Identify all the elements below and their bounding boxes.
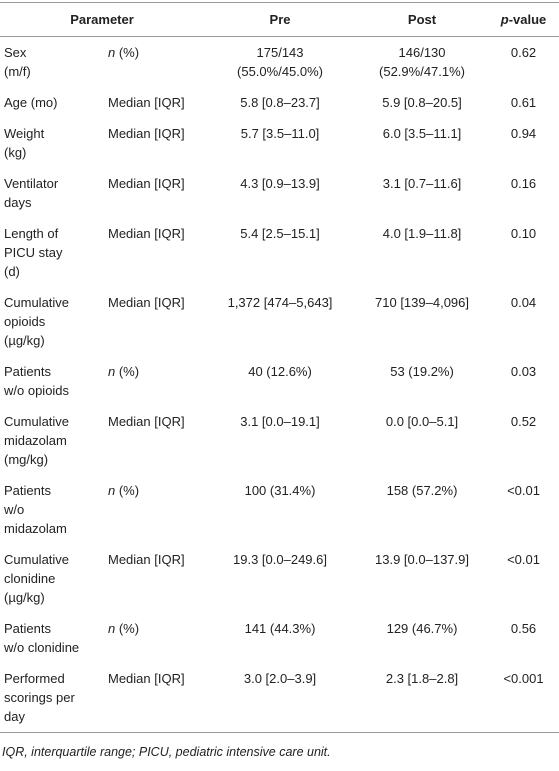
header-cell: Parameter — [0, 2, 205, 37]
table-cell: 0.0 [0.0–5.1] — [385, 414, 459, 429]
table-cell: 6.0 [3.5–11.1] — [382, 126, 462, 141]
table-cell: 0.52 — [510, 414, 537, 429]
table-cell: 100 (31.4%) — [244, 483, 316, 498]
table-cell: Median [IQR] — [108, 176, 185, 191]
table-cell: Median [IQR] — [108, 226, 185, 241]
table-cell: Median [IQR] — [108, 126, 185, 141]
table-cell: 175/143 (55.0%/45.0%) — [237, 45, 324, 79]
table-cell: 0.94 — [510, 126, 537, 141]
table-cell: 5.7 [3.5–11.0] — [240, 126, 320, 141]
header-cell: p-value — [488, 2, 559, 37]
table-cell: Patients w/o midazolam — [4, 483, 67, 536]
table-cell: <0.001 — [488, 663, 559, 733]
table-row: Weight (kg) Median [IQR] 5.7 [3.5–11.0] 6.0… — [0, 118, 559, 168]
table-cell: 5.9 [0.8–20.5] — [382, 95, 462, 110]
table-cell: 5.8 [0.8–23.7] — [240, 95, 320, 110]
footnote: IQR, interquartile range; PICU, pediatri… — [2, 745, 331, 759]
table-cell: 0.10 — [510, 226, 537, 241]
table-row: Performed scorings per day Median [IQR] 3.… — [0, 663, 559, 733]
table-cell: Length of PICU stay (d) — [4, 226, 63, 279]
table-cell: Ventilator days — [4, 176, 59, 210]
table-cell: n (%) — [108, 364, 140, 379]
table-cell: 4.3 [0.9–13.9] — [240, 176, 320, 191]
table-cell: Cumulative midazolam (mg/kg) — [4, 414, 70, 467]
table-cell: Weight (kg) — [4, 126, 45, 160]
table-row: Cumulative midazolam (mg/kg) Median [IQR]… — [0, 406, 559, 475]
table-cell: 129 (46.7%) — [386, 621, 458, 636]
table-cell: Performed scorings per day — [0, 663, 104, 733]
table-row: Ventilator days Median [IQR] 4.3 [0.9–13.9… — [0, 168, 559, 218]
table-cell: 13.9 [0.0–137.9] — [375, 552, 469, 567]
table-row: Cumulative opioids (µg/kg) Median [IQR] 1,… — [0, 287, 559, 356]
table-cell: 5.4 [2.5–15.1] — [240, 226, 320, 241]
table-cell: 0.61 — [510, 95, 537, 110]
table-row: Sex (m/f) n (%) 175/143 (55.0%/45.0%) 146/1… — [0, 37, 559, 88]
table-cell: 3.0 [2.0–3.9] — [204, 663, 357, 733]
table-row: Patients w/o clonidine n (%) 141 (44.3%) 12… — [0, 613, 559, 663]
table-cell: Cumulative opioids (µg/kg) — [4, 295, 70, 348]
table-cell: 0.56 — [510, 621, 537, 636]
table-cell: 4.0 [1.9–11.8] — [382, 226, 462, 241]
table-row: Cumulative clonidine (µg/kg) Median [IQR]… — [0, 544, 559, 613]
table-cell: Median [IQR] — [108, 95, 185, 110]
table-cell: 53 (19.2%) — [390, 364, 454, 379]
data-table: Parameter Pre Post p-value Sex (m/f) n (%… — [0, 2, 559, 733]
table-cell: Sex (m/f) — [4, 45, 31, 79]
table-row: Length of PICU stay (d) Median [IQR] 5.4 [… — [0, 218, 559, 287]
table-cell: 158 (57.2%) — [386, 483, 458, 498]
table-row: Patients w/o opioids n (%) 40 (12.6%) 53 (1… — [0, 356, 559, 406]
table-cell: 146/130 (52.9%/47.1%) — [379, 45, 466, 79]
table-cell: Median [IQR] — [108, 414, 185, 429]
table-cell: 3.1 [0.7–11.6] — [382, 176, 462, 191]
table-cell: 3.1 [0.0–19.1] — [240, 414, 320, 429]
table-cell: 2.3 [1.8–2.8] — [356, 663, 489, 733]
table-cell: n (%) — [108, 621, 140, 636]
table-cell: 0.03 — [510, 364, 537, 379]
table-body: Sex (m/f) n (%) 175/143 (55.0%/45.0%) 146/1… — [0, 37, 559, 733]
table-cell: <0.01 — [507, 552, 540, 567]
table-cell: 19.3 [0.0–249.6] — [233, 552, 327, 567]
table-cell: 141 (44.3%) — [244, 621, 316, 636]
table-cell: Patients w/o clonidine — [4, 621, 80, 655]
table-cell: n (%) — [108, 483, 140, 498]
table-cell: Median [IQR] — [108, 295, 185, 310]
header-cell: Pre — [204, 2, 357, 37]
table-row: Age (mo) Median [IQR] 5.8 [0.8–23.7] 5.9 [0… — [0, 87, 559, 118]
table-cell: 40 (12.6%) — [248, 364, 312, 379]
table-cell: 1,372 [474–5,643] — [227, 295, 333, 310]
table-cell: Median [IQR] — [104, 663, 205, 733]
table-cell: Median [IQR] — [108, 552, 185, 567]
table-cell: 0.04 — [510, 295, 537, 310]
table-cell: Patients w/o opioids — [4, 364, 70, 398]
table-cell: 0.62 — [510, 45, 537, 60]
table-cell: 0.16 — [510, 176, 537, 191]
header-cell: Post — [356, 2, 489, 37]
header-row: Parameter Pre Post p-value — [0, 2, 559, 37]
table-cell: n (%) — [108, 45, 140, 60]
table-cell: <0.01 — [507, 483, 540, 498]
table-row: Patients w/o midazolam n (%) 100 (31.4%) 15… — [0, 475, 559, 544]
table-cell: 710 [139–4,096] — [375, 295, 469, 310]
table-cell: Cumulative clonidine (µg/kg) — [4, 552, 70, 605]
table-cell: Age (mo) — [4, 95, 58, 110]
